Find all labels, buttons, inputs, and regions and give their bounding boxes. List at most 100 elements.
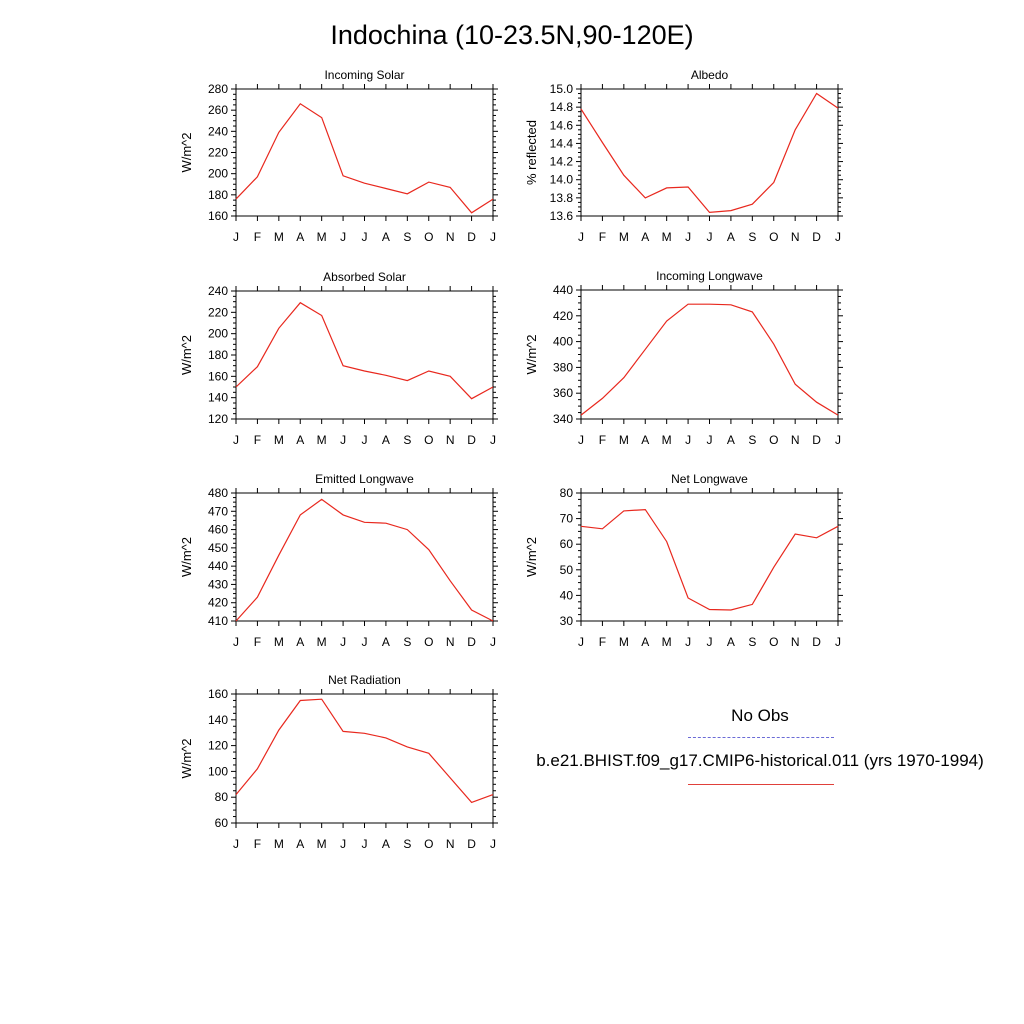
panel-6-x-tick-label: S [748, 635, 756, 649]
panel-7-y-tick-label: 140 [208, 713, 228, 727]
panel-7-x-tick-label: M [317, 837, 327, 851]
panel-2-title: Albedo [691, 68, 729, 82]
panel-4-x-tick-label: M [619, 433, 629, 447]
panel-2-x-tick-label: M [619, 230, 629, 244]
panel-6-y-tick-label: 60 [560, 537, 574, 551]
panel-4-x-tick-label: A [641, 433, 649, 447]
panel-3-frame [235, 290, 494, 420]
panel-6-x-tick-label: N [791, 635, 800, 649]
panel-3-y-tick-label: 120 [208, 412, 228, 426]
panel-1-x-tick-label: A [382, 230, 390, 244]
panel-2-y-tick-label: 14.6 [550, 118, 574, 132]
panel-2-x-tick-label: J [835, 230, 841, 244]
panel-3-y-axis-label: W/m^2 [179, 335, 194, 375]
panel-6-x-tick-label: A [727, 635, 735, 649]
panel-1-x-tick-label: M [317, 230, 327, 244]
panel-2-y-tick-label: 14.0 [550, 173, 574, 187]
panel-2-y-tick-label: 13.6 [550, 209, 574, 223]
panel-6-x-tick-label: J [707, 635, 713, 649]
panel-6-title: Net Longwave [671, 472, 748, 486]
panel-3-x-tick-label: A [296, 433, 304, 447]
panel-5-x-tick-label: F [254, 635, 261, 649]
panel-6-y-tick-label: 70 [560, 512, 574, 526]
panel-3-series-line [235, 301, 494, 400]
panel-5-x-tick-label: S [403, 635, 411, 649]
panel-4-x-tick-label: J [685, 433, 691, 447]
panel-2-x-tick-label: N [791, 230, 800, 244]
panel-5-y-tick-label: 480 [208, 486, 228, 500]
panel-7-x-tick-label: S [403, 837, 411, 851]
panel-2-frame [580, 88, 839, 217]
panel-1-y-tick-label: 240 [208, 124, 228, 138]
panel-1: J F M A M J J A S O N D J160180200220240260280Incomi… [179, 68, 498, 244]
panel-2-x-tick-label: J [685, 230, 691, 244]
panel-1-frame [235, 88, 494, 217]
panel-7-x-tick-label: D [467, 837, 476, 851]
panel-5-x-tick-label: N [446, 635, 455, 649]
panel-3-y-tick-label: 220 [208, 305, 228, 319]
panel-2-x-tick-label: M [662, 230, 672, 244]
panel-4-x-tick-label: J [707, 433, 713, 447]
panel-7-y-tick-label: 120 [208, 739, 228, 753]
panel-1-series-line [235, 102, 494, 214]
panel-5-title: Emitted Longwave [315, 472, 414, 486]
panel-6-x-tick-label: M [662, 635, 672, 649]
panel-2-y-tick-label: 14.2 [550, 155, 574, 169]
panel-2-x-tick-label: F [599, 230, 606, 244]
panel-5-x-tick-label: M [274, 635, 284, 649]
panel-3-x-tick-label: J [233, 433, 239, 447]
panel-4-x-tick-label: N [791, 433, 800, 447]
panel-1-x-tick-label: J [340, 230, 346, 244]
panel-3-x-tick-label: S [403, 433, 411, 447]
panel-6-x-tick-label: J [835, 635, 841, 649]
panel-4-x-tick-label: S [748, 433, 756, 447]
panel-7-title: Net Radiation [328, 673, 401, 687]
panel-6-x-tick-label: J [578, 635, 584, 649]
panel-4-title: Incoming Longwave [656, 269, 763, 283]
panel-6-series-line [580, 508, 839, 611]
panel-4-y-tick-label: 360 [553, 386, 573, 400]
panel-5-y-axis-label: W/m^2 [179, 537, 194, 577]
panel-1-x-tick-label: O [424, 230, 433, 244]
panel-3-x-tick-label: D [467, 433, 476, 447]
panel-2-x-tick-label: S [748, 230, 756, 244]
panel-1-y-tick-label: 280 [208, 82, 228, 96]
panel-6-x-tick-label: J [685, 635, 691, 649]
panel-7-x-tick-label: M [274, 837, 284, 851]
panel-4-x-tick-label: F [599, 433, 606, 447]
panel-4-series-line [580, 303, 839, 416]
panel-2-y-tick-label: 15.0 [550, 82, 574, 96]
panel-7-x-tick-label: J [233, 837, 239, 851]
panel-4-y-tick-label: 440 [553, 283, 573, 297]
panel-7-x-tick-label: F [254, 837, 261, 851]
legend-obs-label: No Obs [731, 706, 789, 725]
panel-4: J F M A M J J A S O N D J340360380400420440Incoming … [524, 269, 843, 447]
panel-5: J F M A M J J A S O N D J410420430440450460470480Emi… [179, 472, 498, 649]
panel-5-x-tick-label: A [382, 635, 390, 649]
panel-2-y-tick-label: 13.8 [550, 191, 574, 205]
panel-3-title: Absorbed Solar [323, 270, 406, 284]
panel-7-y-tick-label: 100 [208, 764, 228, 778]
panel-3-x-tick-label: J [490, 433, 496, 447]
panel-5-x-tick-label: D [467, 635, 476, 649]
panel-6-y-tick-label: 50 [560, 563, 574, 577]
panel-7-x-tick-label: O [424, 837, 433, 851]
panel-7-x-tick-label: A [382, 837, 390, 851]
panel-2-x-tick-label: O [769, 230, 778, 244]
panel-7-frame [235, 693, 494, 824]
panel-5-x-tick-label: J [362, 635, 368, 649]
panel-1-title: Incoming Solar [324, 68, 404, 82]
panel-2-y-axis-label: % reflected [524, 120, 539, 185]
panel-7-y-tick-label: 80 [215, 790, 229, 804]
panel-6-x-tick-label: F [599, 635, 606, 649]
panel-4-y-axis-label: W/m^2 [524, 334, 539, 374]
panel-1-x-tick-label: J [362, 230, 368, 244]
panel-3-y-tick-label: 240 [208, 284, 228, 298]
panel-4-y-tick-label: 400 [553, 335, 573, 349]
panel-1-y-tick-label: 220 [208, 146, 228, 160]
page-title: Indochina (10-23.5N,90-120E) [330, 20, 694, 50]
panel-5-y-tick-label: 450 [208, 541, 228, 555]
panel-5-y-tick-label: 470 [208, 504, 228, 518]
